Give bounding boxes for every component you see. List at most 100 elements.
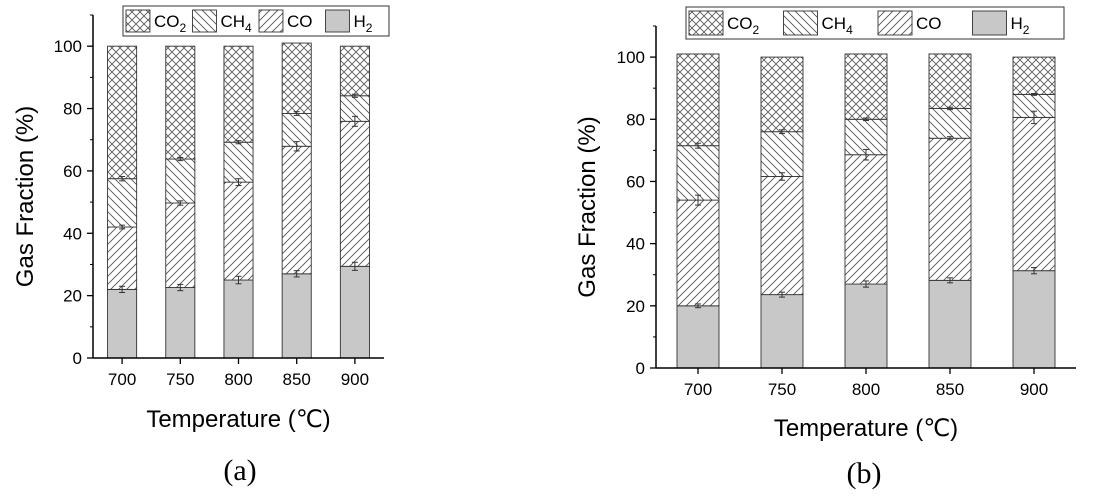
- bar-segment-co-850: [281, 145, 312, 275]
- legend-swatch: [258, 9, 284, 33]
- bar-segment-h2-800: [844, 283, 888, 369]
- y-tick-label: 80: [626, 110, 645, 129]
- bar-segment-co2-750: [165, 45, 196, 160]
- bar-segment-co2-850: [281, 42, 312, 114]
- bar-segment-co2-850: [928, 53, 972, 109]
- legend-label: CO2: [154, 12, 187, 35]
- legend-label-main: CO: [154, 12, 180, 31]
- bar-segment-h2-750: [760, 294, 804, 369]
- legend-label: CH4: [220, 12, 252, 35]
- bars: [107, 42, 370, 359]
- bar-segment-co2-750: [760, 56, 804, 133]
- x-tick-label: 850: [936, 380, 964, 399]
- error-bar-h2-850: [293, 270, 300, 278]
- legend-item-co2: CO2: [688, 10, 760, 37]
- bar-segment-co2-700: [107, 45, 138, 180]
- panel-caption: (a): [223, 454, 256, 487]
- legend-label-subscript: 2: [753, 23, 760, 37]
- bar-segment-h2-900: [339, 265, 370, 359]
- legend: CO2 CH4 CO H2: [122, 5, 390, 37]
- bar-segment-h2-750: [165, 287, 196, 359]
- legend-item-ch4: CH4: [192, 9, 252, 35]
- x-tick-label: 700: [684, 380, 712, 399]
- legend-swatch: [783, 10, 818, 36]
- error-bar-ch4-750: [177, 157, 184, 162]
- legend-swatch: [688, 10, 724, 36]
- error-bar-ch4-850: [947, 106, 953, 111]
- error-bar-co-900: [351, 115, 358, 127]
- legend: CO2 CH4 CO H2: [685, 6, 1065, 40]
- legend-label-main: H: [353, 12, 365, 31]
- y-tick-label: 0: [73, 349, 82, 368]
- legend-label: CO: [916, 14, 942, 33]
- legend-item-co2: CO2: [125, 9, 187, 35]
- legend-swatch: [877, 10, 913, 36]
- y-tick-label: 100: [617, 48, 645, 67]
- error-bar-ch4-850: [293, 111, 300, 116]
- error-bar-ch4-900: [351, 93, 358, 98]
- bar-segment-co-850: [928, 137, 972, 281]
- legend-label-main: CO: [727, 14, 753, 33]
- legend-item-h2: H2: [325, 9, 373, 35]
- y-tick-label: 40: [63, 224, 82, 243]
- bar-segment-co2-800: [223, 45, 254, 143]
- x-tick-label: 750: [768, 380, 796, 399]
- bar-segment-co-900: [339, 120, 370, 267]
- error-bar-co-700: [695, 194, 701, 206]
- bar-segment-ch4-750: [165, 158, 196, 204]
- axes: 0 20 40 60 80 100 700 750 800 850 900: [617, 25, 1076, 399]
- legend-label-main: H: [1011, 14, 1023, 33]
- legend-swatch: [325, 9, 350, 33]
- y-tick-label: 0: [636, 359, 645, 378]
- error-bar-h2-750: [177, 283, 184, 292]
- bar-segment-h2-850: [928, 279, 972, 369]
- error-bar-co-850: [947, 136, 953, 141]
- bar-segment-h2-900: [1012, 270, 1056, 369]
- error-bar-h2-850: [947, 277, 953, 284]
- legend-label: CH4: [822, 14, 854, 37]
- legend-label-main: CH: [822, 14, 847, 33]
- bar-segment-co-800: [844, 154, 888, 285]
- legend-swatch: [192, 9, 217, 33]
- bar-segment-ch4-700: [107, 178, 138, 228]
- error-bar-h2-800: [863, 280, 869, 288]
- y-tick-label: 20: [63, 287, 82, 306]
- axes: 0 20 40 60 80 100 700 750 800 850 900: [54, 14, 384, 389]
- bar-segment-ch4-800: [223, 141, 254, 183]
- error-bar-co-900: [1031, 110, 1037, 125]
- legend-label-subscript: 4: [846, 23, 853, 37]
- bar-segment-ch4-750: [760, 131, 804, 177]
- legend-item-co: CO: [877, 10, 942, 36]
- y-tick-label: 40: [626, 235, 645, 254]
- legend-label-subscript: 2: [1023, 23, 1030, 37]
- y-tick-label: 80: [63, 100, 82, 119]
- bar-segment-co2-900: [339, 45, 370, 97]
- bar-segment-h2-800: [223, 279, 254, 359]
- error-bar-h2-700: [119, 285, 126, 294]
- bar-segment-h2-850: [281, 273, 312, 359]
- error-bar-ch4-800: [235, 140, 242, 145]
- error-bar-co-700: [119, 224, 126, 230]
- bar-segment-h2-700: [676, 305, 720, 369]
- y-tick-label: 20: [626, 297, 645, 316]
- error-bar-h2-750: [779, 291, 785, 298]
- error-bar-co-850: [293, 141, 300, 152]
- error-bar-co-750: [177, 200, 184, 206]
- error-bar-ch4-700: [119, 176, 126, 182]
- bar-segment-co-750: [165, 202, 196, 288]
- legend-swatch: [125, 9, 151, 33]
- legend-label: CO: [287, 12, 313, 31]
- error-bar-co-750: [779, 172, 785, 181]
- bar-segment-co2-800: [844, 53, 888, 120]
- x-tick-label: 850: [283, 370, 311, 389]
- legend-label-main: CO: [287, 12, 313, 31]
- chart-panel-b: 0 20 40 60 80 100 700 750 800 850 900 Gas Fraction …: [574, 6, 1076, 490]
- error-bar-ch4-750: [779, 129, 785, 135]
- bar-segment-ch4-700: [676, 145, 720, 201]
- legend-item-h2: H2: [972, 10, 1030, 37]
- bar-segment-co-700: [107, 226, 138, 290]
- error-bar-h2-900: [351, 261, 358, 271]
- error-bar-h2-900: [1031, 267, 1037, 275]
- error-bar-h2-800: [235, 275, 242, 285]
- bar-segment-co2-900: [1012, 56, 1056, 95]
